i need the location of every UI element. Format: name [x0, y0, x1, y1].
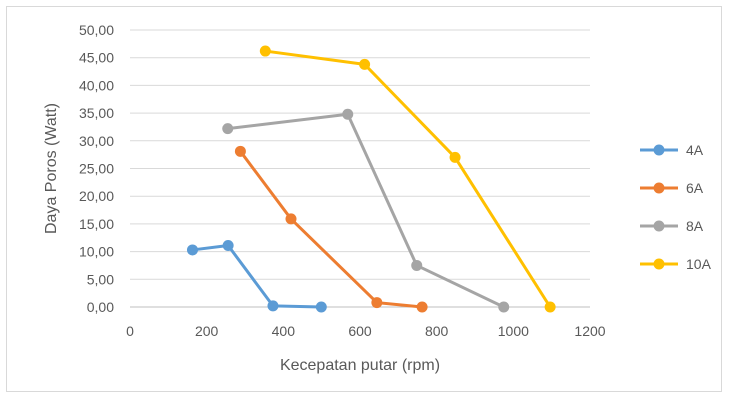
- y-tick-label: 35,00: [79, 105, 114, 121]
- legend-swatch-marker: [653, 220, 665, 232]
- y-tick-label: 0,00: [87, 299, 114, 315]
- series-line: [192, 244, 322, 309]
- y-tick-label: 45,00: [79, 50, 114, 66]
- series-line: [265, 49, 552, 308]
- data-point: [498, 301, 510, 313]
- data-point: [285, 213, 297, 225]
- legend-item-4a: 4A: [640, 142, 704, 158]
- x-tick-label: 200: [195, 323, 219, 339]
- y-axis-title: Daya Poros (Watt): [43, 103, 60, 234]
- data-point: [544, 301, 556, 313]
- y-tick-label: 50,00: [79, 22, 114, 38]
- legend-item-6a: 6A: [640, 180, 704, 196]
- data-point: [371, 297, 383, 309]
- y-tick-label: 15,00: [79, 216, 114, 232]
- x-tick-label: 400: [272, 323, 296, 339]
- legend-swatch-marker: [653, 258, 665, 270]
- data-point: [234, 145, 246, 157]
- y-axis-ticks: 0,00 5,00 10,00 15,00 20,00 25,00 30,00 35,00 40…: [79, 22, 114, 315]
- data-point: [411, 259, 423, 271]
- y-tick-label: 40,00: [79, 77, 114, 93]
- legend-swatch-marker: [653, 144, 665, 156]
- legend-item-10a: 10A: [640, 256, 712, 272]
- data-point: [342, 108, 354, 120]
- y-tick-label: 5,00: [87, 271, 114, 287]
- data-point: [449, 151, 461, 163]
- data-point: [359, 58, 371, 70]
- x-tick-label: 0: [126, 323, 134, 339]
- x-tick-label: 800: [425, 323, 449, 339]
- data-point: [416, 301, 428, 313]
- legend-label: 10A: [686, 256, 712, 272]
- series-4a: [186, 240, 327, 313]
- legend-label: 4A: [686, 142, 704, 158]
- data-point: [315, 301, 327, 313]
- legend: 4A 6A 8A 10A: [640, 142, 712, 272]
- series-line: [239, 150, 423, 309]
- data-point: [186, 244, 198, 256]
- legend-label: 6A: [686, 180, 704, 196]
- data-point: [267, 300, 279, 312]
- data-point: [222, 123, 234, 135]
- x-axis-ticks: 0 200 400 600 800 1000 1200: [126, 323, 606, 339]
- data-point: [259, 45, 271, 57]
- series-10a: [259, 45, 556, 313]
- x-tick-label: 1000: [498, 323, 529, 339]
- legend-item-8a: 8A: [640, 218, 704, 234]
- y-tick-label: 30,00: [79, 133, 114, 149]
- y-tick-label: 10,00: [79, 244, 114, 260]
- legend-swatch-marker: [653, 182, 665, 194]
- y-tick-label: 25,00: [79, 161, 114, 177]
- grid-lines: [130, 29, 590, 308]
- y-tick-label: 20,00: [79, 188, 114, 204]
- legend-label: 8A: [686, 218, 704, 234]
- series-8a: [222, 108, 510, 313]
- series-line: [227, 112, 505, 309]
- data-point: [222, 240, 234, 252]
- chart-frame: [6, 6, 722, 392]
- series-group: [186, 45, 556, 313]
- x-axis-title: Kecepatan putar (rpm): [280, 357, 440, 374]
- series-6a: [234, 145, 428, 313]
- x-tick-label: 1200: [574, 323, 605, 339]
- x-tick-label: 600: [348, 323, 372, 339]
